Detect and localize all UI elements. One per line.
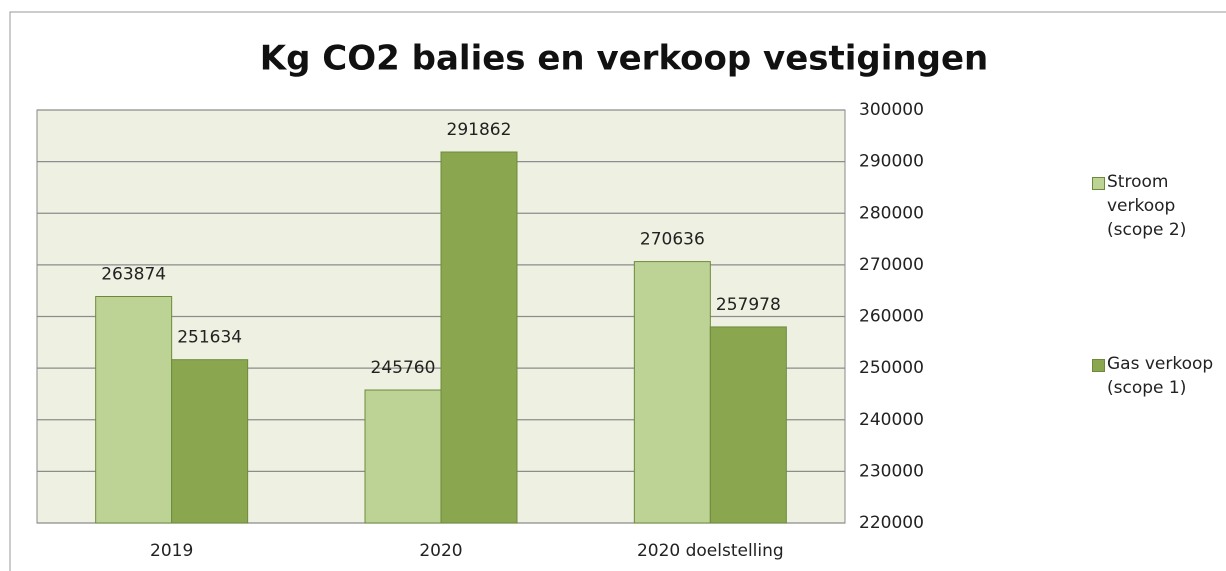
bar	[440, 151, 518, 524]
y-tick-label: 290000	[859, 152, 924, 172]
bar	[364, 389, 442, 524]
legend: Stroom verkoop (scope 2) Gas verkoop (sco…	[1092, 170, 1217, 510]
value-label: 291862	[447, 120, 512, 140]
value-label: 270636	[640, 230, 705, 250]
y-tick-label: 300000	[859, 100, 924, 120]
chart-title: Kg CO2 balies en verkoop vestigingen	[260, 39, 988, 79]
legend-item: Stroom verkoop (scope 2)	[1092, 170, 1217, 242]
value-label: 263874	[101, 265, 166, 285]
y-tick-label: 250000	[859, 358, 924, 378]
bar	[95, 296, 173, 524]
y-tick-label: 230000	[859, 461, 924, 481]
bar	[171, 359, 249, 524]
y-tick-label: 270000	[859, 255, 924, 275]
value-label: 245760	[371, 358, 436, 378]
value-label: 251634	[177, 328, 242, 348]
y-tick-label: 280000	[859, 203, 924, 223]
y-tick-label: 220000	[859, 513, 924, 533]
x-tick-label: 2020	[419, 541, 462, 561]
bar	[709, 326, 787, 524]
legend-label: Gas verkoop (scope 1)	[1107, 354, 1214, 398]
x-tick-label: 2020 doelstelling	[637, 541, 784, 561]
legend-swatch	[1092, 177, 1105, 190]
legend-label: Stroom verkoop (scope 2)	[1107, 172, 1187, 240]
legend-item: Gas verkoop (scope 1)	[1092, 352, 1217, 400]
legend-swatch	[1092, 359, 1105, 372]
y-tick-label: 240000	[859, 410, 924, 430]
bar	[633, 261, 711, 524]
y-tick-label: 260000	[859, 307, 924, 327]
x-tick-label: 2019	[150, 541, 193, 561]
value-label: 257978	[716, 295, 781, 315]
